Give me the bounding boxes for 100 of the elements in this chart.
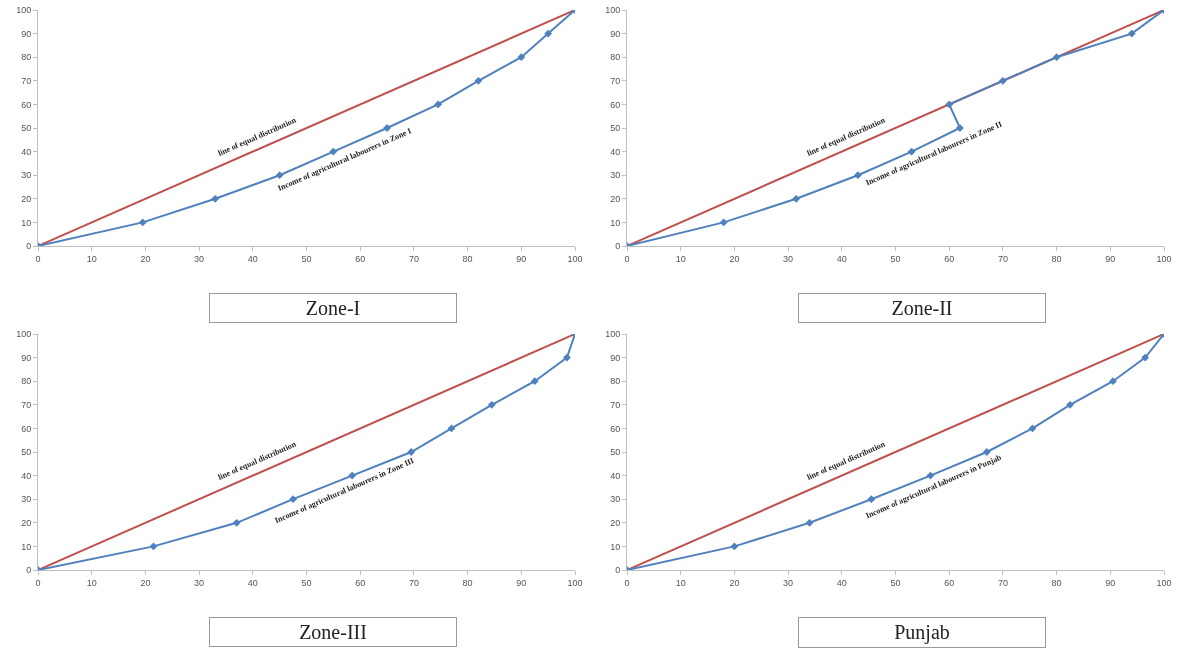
point <box>232 518 241 527</box>
y-tick-label: 0 <box>26 241 32 252</box>
y-tick-label: 90 <box>21 28 32 39</box>
x-tick-label: 0 <box>35 577 41 588</box>
y-tick-label: 20 <box>610 193 621 204</box>
y-tick-label: 10 <box>610 217 621 228</box>
y-tick-label: 90 <box>610 28 621 39</box>
point <box>138 218 147 227</box>
x-tick-label: 50 <box>301 577 312 588</box>
x-tick-label: 10 <box>675 253 686 264</box>
y-tick-label: 40 <box>21 146 32 157</box>
x-tick-label: 40 <box>836 577 847 588</box>
y-tick-label: 20 <box>21 193 32 204</box>
y-tick-label: 40 <box>610 146 621 157</box>
x-tick-label: 20 <box>140 253 151 264</box>
x-tick-label: 80 <box>462 577 473 588</box>
x-tick-label: 70 <box>408 253 419 264</box>
x-tick-label: 0 <box>35 253 41 264</box>
text: Zone-III <box>299 621 367 643</box>
x-tick-label: 20 <box>140 577 151 588</box>
y-tick-label: 100 <box>605 5 621 16</box>
point <box>730 542 739 551</box>
y-tick-label: 90 <box>610 352 621 363</box>
y-tick-label: 60 <box>21 423 32 434</box>
x-tick-label: 20 <box>729 253 740 264</box>
y-tick-label: 40 <box>21 470 32 481</box>
x-tick-label: 80 <box>462 253 473 264</box>
x-tick-label: 50 <box>890 577 901 588</box>
x-tick-label: 50 <box>301 253 312 264</box>
y-tick-label: 30 <box>610 494 621 505</box>
y-tick-label: 30 <box>21 494 32 505</box>
point <box>1052 53 1061 62</box>
y-tick-label: 80 <box>610 52 621 63</box>
y-tick-label: 0 <box>615 565 621 576</box>
y-tick-label: 20 <box>610 517 621 528</box>
y-tick-label: 10 <box>21 541 32 552</box>
y-tick-label: 30 <box>610 170 621 181</box>
y-tick-label: 80 <box>21 52 32 63</box>
y-tick-label: 60 <box>610 99 621 110</box>
point <box>926 471 935 480</box>
x-tick-label: 70 <box>997 253 1008 264</box>
point <box>447 424 456 433</box>
x-tick-label: 40 <box>247 577 258 588</box>
point <box>867 495 876 504</box>
x-tick-label: 80 <box>1051 577 1062 588</box>
x-tick-label: 10 <box>86 577 97 588</box>
x-tick-label: 60 <box>355 577 366 588</box>
x-tick-label: 10 <box>86 253 97 264</box>
x-tick-label: 80 <box>1051 253 1062 264</box>
point <box>211 194 220 203</box>
x-tick-label: 60 <box>355 253 366 264</box>
point <box>1109 377 1117 386</box>
x-tick-label: 100 <box>567 253 583 264</box>
point <box>407 448 416 456</box>
point <box>945 100 954 109</box>
x-tick-label: 40 <box>836 253 847 264</box>
point <box>792 194 801 203</box>
x-tick-label: 60 <box>944 577 955 588</box>
y-tick-label: 10 <box>21 217 32 228</box>
x-tick-label: 90 <box>1105 253 1116 264</box>
x-tick-label: 0 <box>624 577 630 588</box>
x-tick-label: 90 <box>1105 577 1116 588</box>
y-tick-label: 0 <box>26 565 32 576</box>
text: Zone-II <box>891 297 953 319</box>
y-tick-label: 100 <box>16 5 32 16</box>
x-tick-label: 30 <box>194 577 205 588</box>
point <box>474 76 483 85</box>
x-tick-label: 30 <box>194 253 205 264</box>
y-tick-label: 70 <box>21 399 32 410</box>
point <box>854 171 862 180</box>
y-tick-label: 60 <box>610 423 621 434</box>
x-tick-label: 100 <box>1156 253 1172 264</box>
point <box>149 542 158 551</box>
y-tick-label: 80 <box>21 376 32 387</box>
point <box>544 29 553 38</box>
y-tick-label: 10 <box>610 541 621 552</box>
x-tick-label: 0 <box>624 253 630 264</box>
point <box>1028 424 1037 433</box>
y-tick-label: 70 <box>610 75 621 86</box>
y-tick-label: 60 <box>21 99 32 110</box>
y-tick-label: 0 <box>615 241 621 252</box>
y-tick-label: 100 <box>16 329 32 340</box>
point <box>517 53 526 62</box>
point <box>999 76 1007 85</box>
x-tick-label: 90 <box>516 577 527 588</box>
text: Zone-I <box>305 297 361 319</box>
x-tick-label: 90 <box>516 253 527 264</box>
point <box>434 100 442 109</box>
point <box>487 400 496 409</box>
x-tick-label: 30 <box>783 577 794 588</box>
point <box>1141 353 1150 362</box>
y-tick-label: 70 <box>610 399 621 410</box>
x-tick-label: 30 <box>783 253 794 264</box>
point <box>1127 29 1136 38</box>
y-tick-label: 70 <box>21 75 32 86</box>
x-tick-label: 50 <box>890 253 901 264</box>
x-tick-label: 100 <box>567 577 583 588</box>
point <box>530 377 539 386</box>
y-tick-label: 50 <box>21 447 32 458</box>
x-tick-label: 60 <box>944 253 955 264</box>
